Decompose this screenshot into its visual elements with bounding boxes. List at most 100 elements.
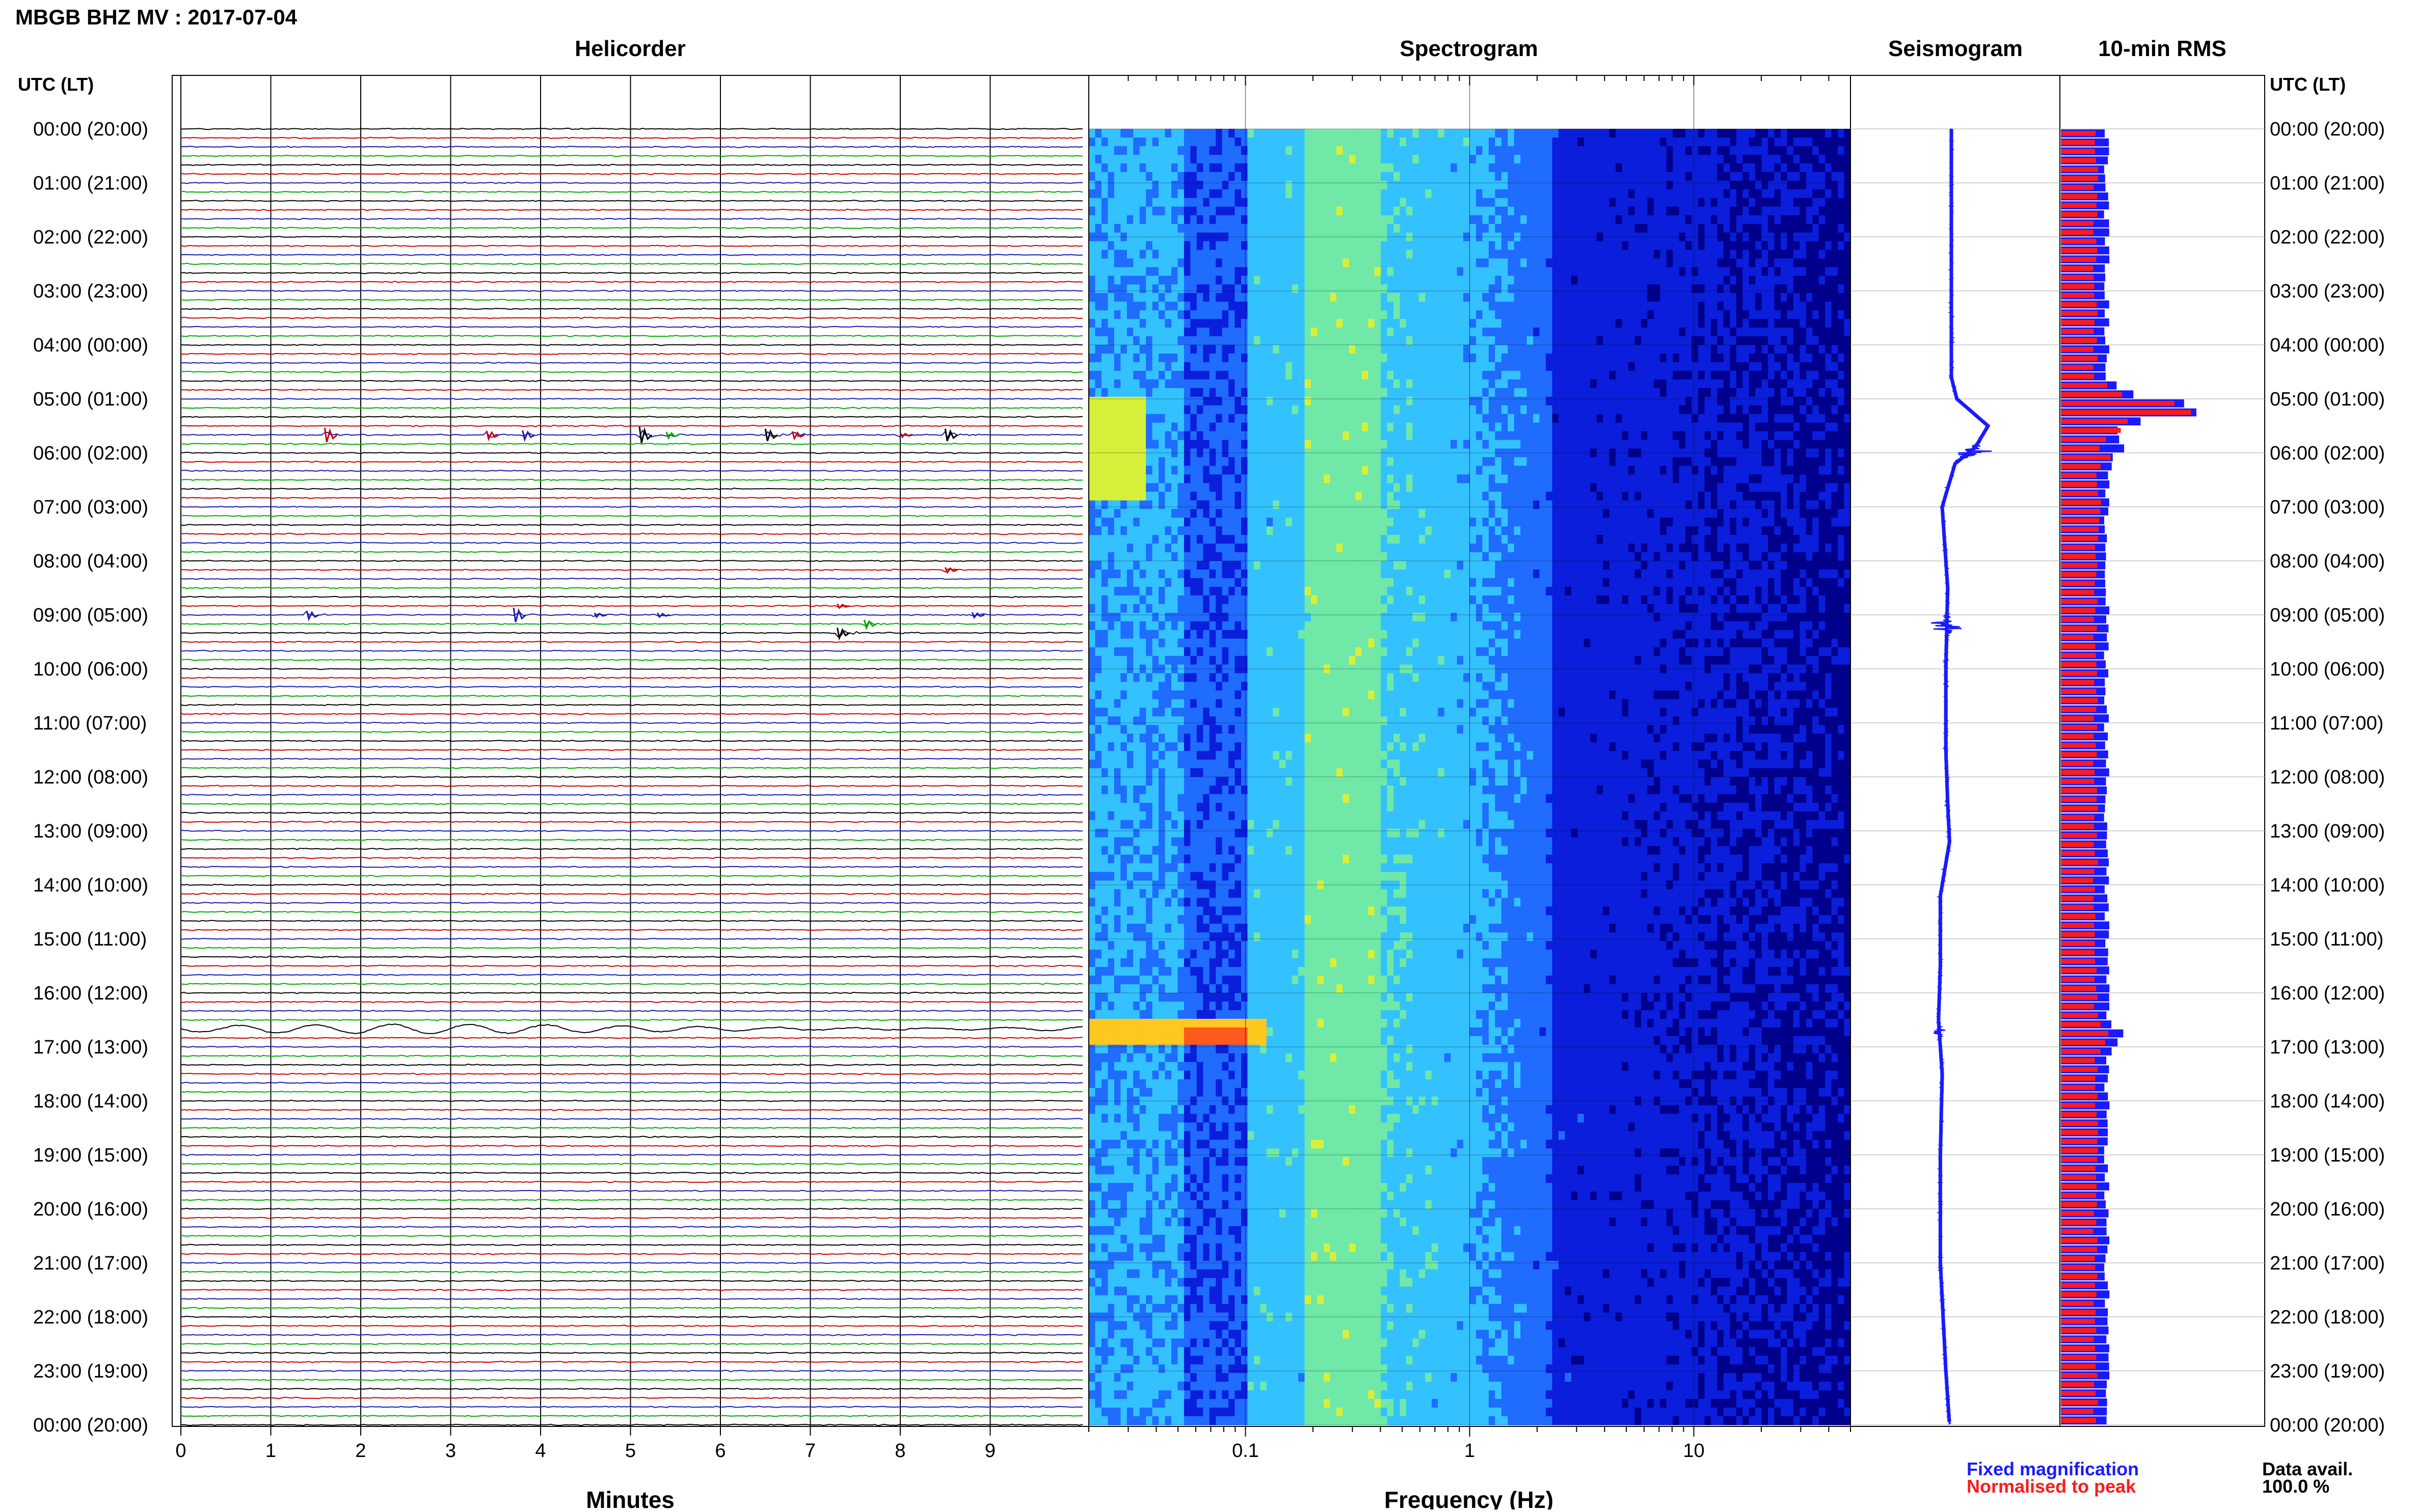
spectrogram-cell [1584,164,1591,173]
spectrogram-cell [1120,310,1127,319]
spectrogram-cell [1444,302,1451,311]
spectrogram-cell [1298,423,1305,432]
spectrogram-cell [1698,380,1705,389]
spectrogram-cell [1775,190,1781,199]
spectrogram-cell [1597,310,1603,319]
spectrogram-cell [1793,388,1800,397]
spectrogram-cell [1146,371,1152,380]
spectrogram-cell [1248,224,1254,233]
spectrogram-cell [1235,276,1242,285]
spectrogram-cell [1463,190,1470,199]
spectrogram-cell [1647,155,1654,164]
spectrogram-cell [1832,129,1838,138]
spectrogram-cell [1108,164,1114,173]
spectrogram-cell [1089,129,1095,138]
spectrogram-cell [1114,474,1121,483]
spectrogram-cell [1825,155,1832,164]
spectrogram-cell [1749,215,1756,225]
spectrogram-cell [1171,267,1178,276]
spectrogram-cell [1775,406,1781,415]
spectrogram-cell [1546,466,1552,475]
spectrogram-cell [1165,155,1172,164]
spectrogram-cell [1584,241,1591,251]
spectrogram-cell [1577,362,1584,371]
spectrogram-cell [1711,371,1718,380]
spectrogram-cell [1787,319,1793,328]
spectrogram-cell [1819,310,1826,319]
spectrogram-cell [1768,293,1775,302]
spectrogram-cell [1609,250,1616,259]
spectrogram-cell [1190,466,1197,475]
spectrogram-cell [1577,423,1584,432]
spectrogram-cell [1248,172,1254,181]
spectrogram-cell [1222,354,1229,363]
spectrogram-cell [1508,190,1514,199]
spectrogram-cell [1438,267,1444,276]
spectrogram-cell [1730,440,1736,449]
spectrogram-cell [1546,431,1552,441]
spectrogram-cell [1387,466,1394,475]
spectrogram-cell [1216,328,1222,337]
spectrogram-cell [1108,440,1114,449]
spectrogram-cell [1120,474,1127,483]
spectrogram-cell [1298,371,1305,380]
spectrogram-cell [1736,267,1743,276]
spectrogram-cell [1235,397,1242,406]
spectrogram-cell [1184,423,1191,432]
spectrogram-cell [1616,215,1622,225]
spectrogram-cell [1425,293,1432,302]
spectrogram-cell [1133,284,1140,293]
spectrogram-cell [1775,380,1781,389]
spectrogram-cell [1260,302,1267,311]
spectrogram-cell [1571,354,1578,363]
spectrogram-cell [1755,293,1762,302]
spectrogram-cell [1279,155,1286,164]
spectrogram-cell [1216,190,1222,199]
spectrogram-cell [1311,267,1318,276]
spectrogram-cell [1254,164,1260,173]
spectrogram-cell [1425,190,1432,199]
spectrogram-cell [1838,224,1844,233]
spectrogram-cell [1698,267,1705,276]
spectrogram-cell [1679,155,1686,164]
spectrogram-cell [1311,181,1318,190]
spectrogram-cell [1717,241,1724,251]
spectrogram-cell [1742,293,1749,302]
spectrogram-cell [1647,440,1654,449]
spectrogram-cell [1812,466,1819,475]
spectrogram-cell [1102,293,1108,302]
spectrogram-cell [1711,397,1718,406]
spectrogram-cell [1457,207,1464,216]
spectrogram-cell [1495,414,1501,423]
spectrogram-cell [1343,215,1349,225]
spectrogram-cell [1400,466,1407,475]
spectrogram-cell [1406,354,1413,363]
spectrogram-cell [1343,380,1349,389]
spectrogram-cell [1730,302,1736,311]
spectrogram-cell [1844,164,1851,173]
spectrogram-cell [1260,207,1267,216]
spectrogram-cell [1584,397,1591,406]
spectrogram-cell [1463,414,1470,423]
spectrogram-cell [1419,440,1426,449]
spectrogram-cell [1248,250,1254,259]
spectrogram-cell [1210,293,1216,302]
spectrogram-cell [1698,310,1705,319]
spectrogram-cell [1216,293,1222,302]
spectrogram-cell [1603,276,1609,285]
spectrogram-cell [1667,466,1673,475]
spectrogram-cell [1793,198,1800,207]
spectrogram-cell [1660,190,1667,199]
spectrogram-cell [1463,466,1470,475]
spectrogram-cell [1444,224,1451,233]
spectrogram-cell [1279,164,1286,173]
spectrogram-cell [1590,138,1597,147]
spectrogram-cell [1432,215,1438,225]
spectrogram-cell [1146,138,1152,147]
spectrogram-cell [1825,397,1832,406]
spectrogram-cell [1279,276,1286,285]
spectrogram-cell [1476,431,1483,441]
spectrogram-cell [1736,190,1743,199]
spectrogram-cell [1825,319,1832,328]
spectrogram-cell [1228,241,1235,251]
